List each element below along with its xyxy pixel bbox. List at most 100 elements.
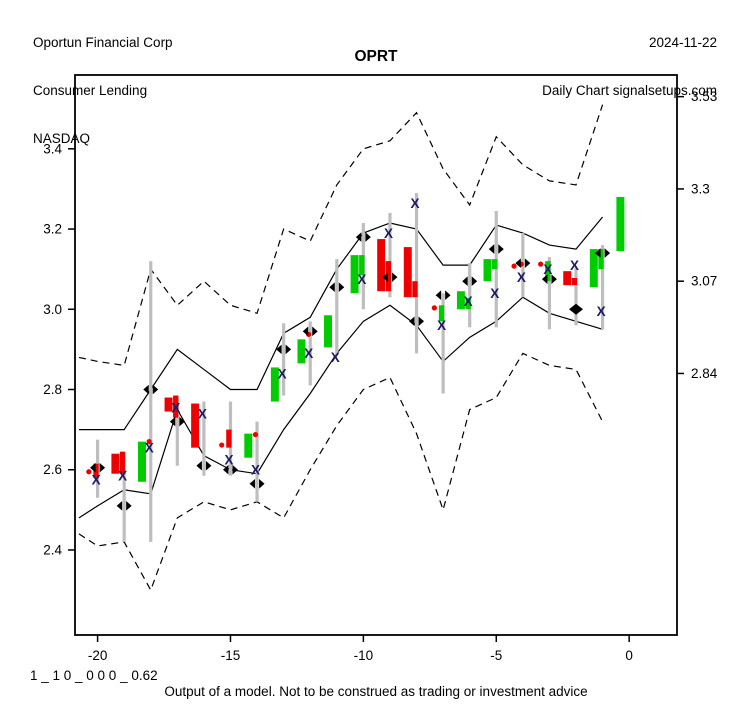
x-axis-tick-label: -20 (88, 648, 108, 663)
diamond-marker (302, 326, 309, 337)
left-axis-tick-label: 3.2 (43, 222, 62, 237)
candle-body (324, 315, 333, 348)
diamond-marker (569, 303, 584, 315)
chart-date: 2024-11-22 (648, 35, 717, 50)
diamond-marker (99, 462, 106, 473)
model-parameters: 1 _ 1 0 _ 0 0 0 _ 0.62 (30, 668, 158, 683)
candle-body (164, 397, 173, 412)
x-close-marker: X (171, 400, 180, 415)
diamond-marker (152, 384, 159, 395)
candle-body (438, 305, 445, 322)
range-bar (202, 401, 206, 476)
diamond-marker (179, 416, 185, 427)
candle-body (616, 196, 625, 252)
left-axis-tick-label: 2.6 (43, 462, 62, 477)
diamond-marker (312, 326, 318, 337)
x-close-marker: X (597, 304, 606, 319)
company-name: Oportun Financial Corp (33, 35, 173, 50)
range-bar (547, 257, 552, 330)
diamond-marker (488, 244, 495, 254)
disclaimer-text: Output of a model. Not to be construed a… (164, 684, 588, 699)
range-bar (335, 259, 339, 356)
candle-body (350, 255, 359, 294)
x-close-marker: X (304, 346, 313, 361)
candle-body (403, 247, 412, 298)
page-title: OPRT (354, 48, 398, 65)
x-axis-tick-label: -5 (490, 648, 502, 663)
diamond-marker (471, 276, 478, 286)
x-close-marker: X (437, 318, 446, 333)
diamond-marker (541, 274, 548, 284)
x-close-marker: X (278, 366, 287, 381)
x-close-marker: X (331, 350, 340, 365)
diamond-marker (445, 290, 451, 301)
range-bar (255, 421, 259, 502)
left-axis-tick-label: 2.8 (43, 382, 62, 397)
dot-marker (538, 261, 544, 267)
range-bar (175, 397, 179, 466)
candle-body (563, 271, 572, 286)
diamond-marker (355, 232, 362, 242)
right-axis-tick-label: 3.3 (691, 181, 710, 196)
range-bar (308, 321, 312, 386)
diamond-marker (276, 344, 282, 355)
diamond-marker (285, 344, 292, 355)
candle-body (119, 451, 126, 474)
candle-body (359, 255, 365, 276)
diamond-marker (169, 416, 176, 427)
diamond-marker (524, 258, 531, 268)
diamond-marker (259, 478, 265, 489)
range-bar (388, 212, 392, 298)
diamond-marker (143, 384, 149, 395)
header-right: 2024-11-22 Daily Chart signalsetups.com (542, 3, 717, 131)
candle-body (226, 429, 232, 448)
x-close-marker: X (92, 473, 101, 488)
x-axis-tick-label: 0 (625, 648, 633, 663)
x-close-marker: X (411, 196, 420, 211)
x-axis-tick-label: -10 (354, 648, 374, 663)
diamond-marker (338, 282, 345, 293)
candle-body (191, 403, 200, 448)
x-close-marker: X (357, 272, 366, 287)
diamond-marker (249, 478, 256, 489)
exchange-name: NASDAQ (33, 131, 91, 146)
diamond-marker (126, 501, 132, 511)
industry-name: Consumer Lending (33, 83, 148, 98)
dot-marker (146, 439, 152, 445)
diamond-marker (222, 464, 229, 475)
dot-marker (86, 469, 92, 475)
upper-dashed-band (78, 104, 604, 367)
x-close-marker: X (145, 440, 154, 455)
candle-body (492, 259, 498, 270)
x-close-marker: X (464, 294, 473, 309)
range-bar (122, 469, 126, 542)
chart-type-source: Daily Chart signalsetups.com (542, 83, 717, 98)
candle-body (483, 259, 492, 282)
candle-body (545, 261, 551, 282)
candle-body (137, 441, 146, 482)
dot-marker (252, 432, 259, 438)
diamond-marker (196, 460, 202, 471)
candle-body (270, 367, 279, 402)
candle-body (571, 277, 578, 286)
left-axis-tick-label: 3.4 (43, 141, 62, 156)
diamond-marker (116, 501, 123, 511)
right-axis-tick-label: 3.53 (691, 89, 717, 104)
diamond-marker (462, 276, 468, 286)
diamond-marker (604, 248, 611, 258)
lower-solid-line (78, 296, 603, 519)
dot-marker (511, 263, 517, 269)
diamond-marker (551, 274, 557, 284)
candle-body (93, 463, 99, 478)
candle-body (412, 281, 418, 298)
diamond-marker (329, 282, 335, 293)
right-axis-tick-label: 2.84 (691, 366, 718, 381)
diamond-marker (90, 462, 96, 473)
diamond-marker (365, 232, 371, 242)
candle-body (244, 433, 253, 458)
left-axis-tick-label: 2.4 (43, 542, 62, 557)
x-close-marker: X (384, 226, 393, 241)
diamond-marker (382, 272, 388, 282)
